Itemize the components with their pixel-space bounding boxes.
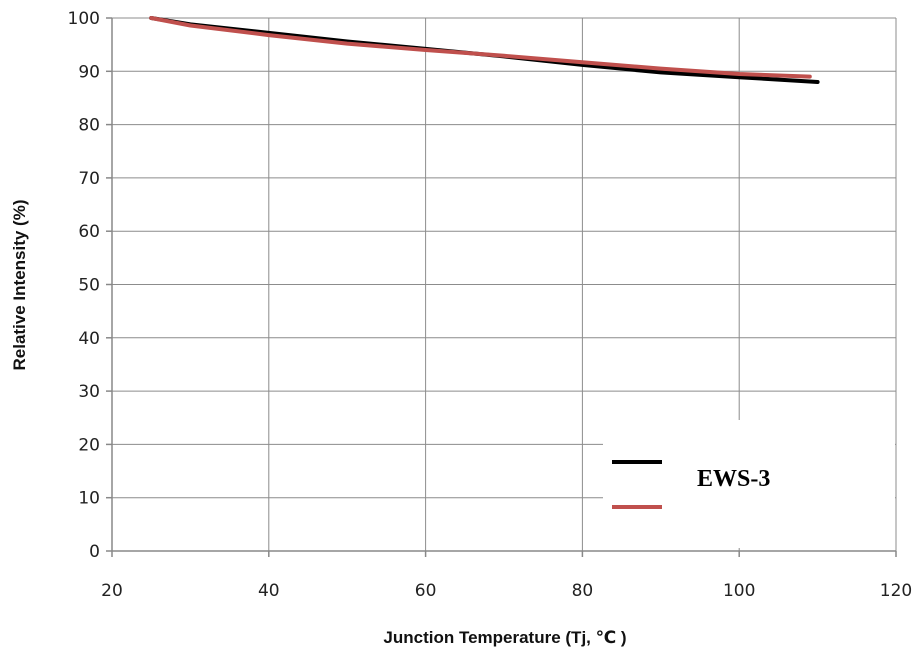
x-tick-label: 20 <box>101 581 123 601</box>
series-lines <box>149 16 820 84</box>
y-tick-label: 90 <box>78 62 100 82</box>
y-axis-ticks: 0 10 20 30 40 50 60 70 80 90 100 <box>68 9 112 562</box>
y-axis-title: Relative Intensity (%) <box>10 200 29 371</box>
y-tick-label: 80 <box>78 116 100 136</box>
legend-label-ews-3: EWS-3 <box>697 466 770 492</box>
y-tick-label: 20 <box>78 435 100 455</box>
y-tick-label: 100 <box>68 9 100 29</box>
legend-box <box>603 420 895 548</box>
x-tick-label: 100 <box>723 581 755 601</box>
x-tick-label: 40 <box>258 581 280 601</box>
y-tick-label: 50 <box>78 276 100 296</box>
y-tick-label: 40 <box>78 329 100 349</box>
y-tick-label: 30 <box>78 382 100 402</box>
legend: EWS-3 <box>603 420 895 548</box>
y-tick-label: 70 <box>78 169 100 189</box>
x-tick-label: 80 <box>572 581 594 601</box>
y-tick-label: 0 <box>89 542 100 562</box>
x-axis-ticks: 20 40 60 80 100 120 <box>101 551 912 601</box>
x-tick-label: 120 <box>880 581 912 601</box>
x-axis-title: Junction Temperature (Tj, ℃ ) <box>383 628 626 647</box>
series-line-series-2 <box>149 16 812 79</box>
grid-lines <box>112 17 897 551</box>
y-tick-label: 10 <box>78 489 100 509</box>
y-tick-label: 60 <box>78 222 100 242</box>
x-tick-label: 60 <box>415 581 437 601</box>
